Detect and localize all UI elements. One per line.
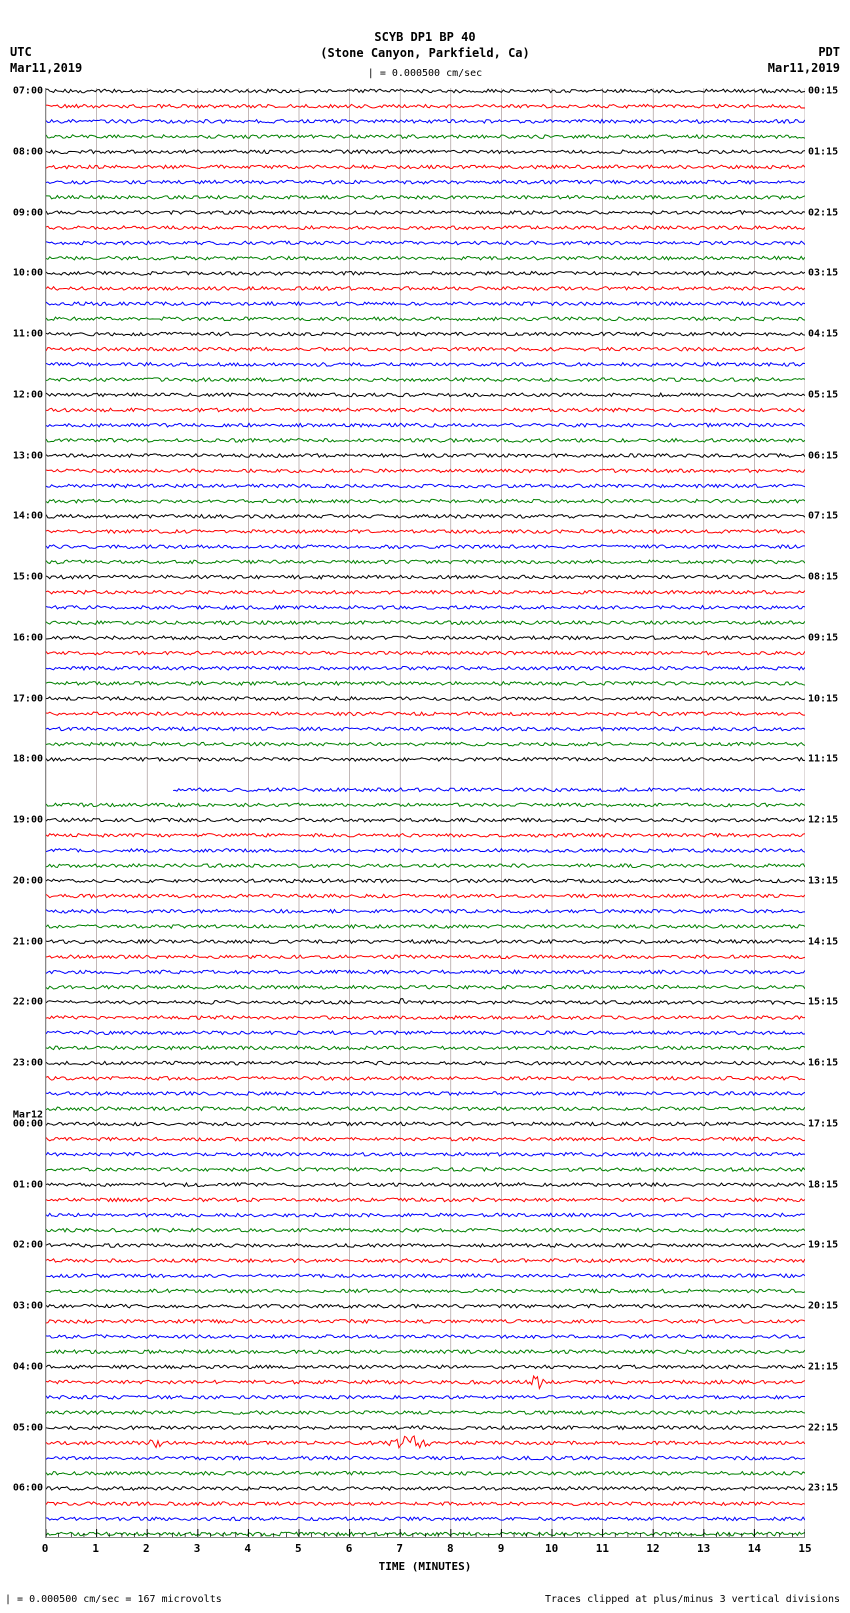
pdt-time-label: 16:15 <box>808 1058 838 1069</box>
pdt-time-label: 13:15 <box>808 875 838 886</box>
seismogram-plot: 07:0008:0009:0010:0011:0012:0013:0014:00… <box>45 88 805 1538</box>
pdt-time-label: 20:15 <box>808 1301 838 1312</box>
x-tick: 12 <box>646 1542 659 1555</box>
utc-time-label: 13:00 <box>13 450 43 461</box>
x-tick: 6 <box>346 1542 353 1555</box>
x-tick: 3 <box>194 1542 201 1555</box>
pdt-time-label: 07:15 <box>808 511 838 522</box>
footer-right: Traces clipped at plus/minus 3 vertical … <box>545 1594 840 1605</box>
pdt-time-label: 01:15 <box>808 146 838 157</box>
utc-time-label: 15:00 <box>13 572 43 583</box>
pdt-time-label: 15:15 <box>808 997 838 1008</box>
utc-time-label: 16:00 <box>13 632 43 643</box>
utc-time-label: 12:00 <box>13 389 43 400</box>
pdt-time-label: 12:15 <box>808 815 838 826</box>
pdt-time-label: 18:15 <box>808 1179 838 1190</box>
utc-time-label: 03:00 <box>13 1301 43 1312</box>
utc-time-label: 17:00 <box>13 693 43 704</box>
utc-time-label: 23:00 <box>13 1058 43 1069</box>
utc-time-label: 22:00 <box>13 997 43 1008</box>
footer-left: | = 0.000500 cm/sec = 167 microvolts <box>5 1594 222 1605</box>
x-axis: TIME (MINUTES) 0123456789101112131415 <box>45 1560 805 1573</box>
x-tick: 0 <box>42 1542 49 1555</box>
utc-time-label: 21:00 <box>13 936 43 947</box>
utc-time-label: 18:00 <box>13 754 43 765</box>
pdt-time-label: 09:15 <box>808 632 838 643</box>
pdt-time-label: 00:15 <box>808 85 838 96</box>
pdt-time-label: 11:15 <box>808 754 838 765</box>
x-tick: 1 <box>92 1542 99 1555</box>
utc-time-label: 02:00 <box>13 1240 43 1251</box>
x-tick: 9 <box>498 1542 505 1555</box>
x-tick: 4 <box>244 1542 251 1555</box>
pdt-time-label: 17:15 <box>808 1118 838 1129</box>
pdt-time-label: 05:15 <box>808 389 838 400</box>
x-tick: 7 <box>396 1542 403 1555</box>
x-tick: 2 <box>143 1542 150 1555</box>
header-left: UTC Mar11,2019 <box>10 45 82 76</box>
pdt-time-label: 14:15 <box>808 936 838 947</box>
utc-time-label: 09:00 <box>13 207 43 218</box>
utc-time-label: 14:00 <box>13 511 43 522</box>
header-right: PDT Mar11,2019 <box>768 45 840 76</box>
x-tick: 15 <box>798 1542 811 1555</box>
x-tick: 11 <box>596 1542 609 1555</box>
utc-time-label: 05:00 <box>13 1422 43 1433</box>
pdt-time-label: 02:15 <box>808 207 838 218</box>
utc-time-label: 08:00 <box>13 146 43 157</box>
utc-time-label: 06:00 <box>13 1483 43 1494</box>
pdt-time-label: 21:15 <box>808 1361 838 1372</box>
chart-title: SCYB DP1 BP 40 (Stone Canyon, Parkfield,… <box>320 30 530 61</box>
utc-time-label: 19:00 <box>13 815 43 826</box>
x-tick: 14 <box>748 1542 761 1555</box>
x-tick: 10 <box>545 1542 558 1555</box>
x-tick: 13 <box>697 1542 710 1555</box>
pdt-time-label: 03:15 <box>808 268 838 279</box>
pdt-time-label: 23:15 <box>808 1483 838 1494</box>
x-tick: 5 <box>295 1542 302 1555</box>
utc-time-label: 20:00 <box>13 875 43 886</box>
pdt-time-label: 10:15 <box>808 693 838 704</box>
pdt-time-label: 08:15 <box>808 572 838 583</box>
pdt-time-label: 06:15 <box>808 450 838 461</box>
utc-time-label: 01:00 <box>13 1179 43 1190</box>
scale-note: | = 0.000500 cm/sec <box>368 68 482 79</box>
pdt-time-label: 19:15 <box>808 1240 838 1251</box>
x-tick: 8 <box>447 1542 454 1555</box>
utc-time-label: 11:00 <box>13 329 43 340</box>
utc-time-label: 04:00 <box>13 1361 43 1372</box>
utc-time-label: 10:00 <box>13 268 43 279</box>
utc-time-label: 07:00 <box>13 85 43 96</box>
x-axis-title: TIME (MINUTES) <box>45 1560 805 1573</box>
pdt-time-label: 22:15 <box>808 1422 838 1433</box>
pdt-time-label: 04:15 <box>808 329 838 340</box>
utc-date-label: Mar12 <box>13 1110 43 1121</box>
